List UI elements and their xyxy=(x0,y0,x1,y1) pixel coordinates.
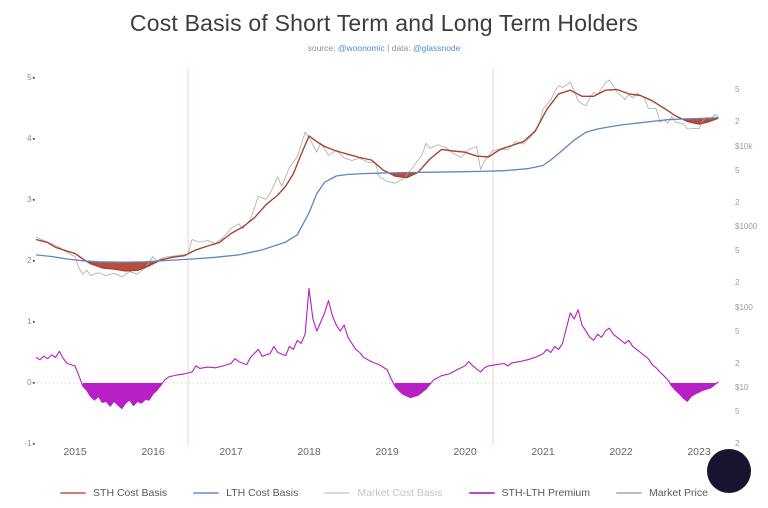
y-axis-right-tick: 2 xyxy=(735,197,740,207)
x-axis-tick: 2020 xyxy=(453,446,477,458)
data-handle-link[interactable]: @glassnode xyxy=(413,43,461,53)
chart-legend: STH Cost Basis LTH Cost Basis Market Cost … xyxy=(0,487,768,499)
series-market-price xyxy=(35,79,719,278)
legend-item-lth-cost-basis[interactable]: LTH Cost Basis xyxy=(193,487,298,499)
y-axis-left-tick: 3▪ xyxy=(27,195,35,204)
x-axis-tick: 2017 xyxy=(219,446,243,458)
source-handle-link[interactable]: @woonomic xyxy=(337,43,385,53)
y-axis-left-tick: 2▪ xyxy=(27,256,35,265)
y-axis-right-tick: 2 xyxy=(735,117,740,127)
square-glyph: ▪ xyxy=(32,75,35,82)
x-axis-tick: 2018 xyxy=(297,446,321,458)
y-axis-right-tick: 5 xyxy=(735,85,740,95)
square-glyph: ▪ xyxy=(32,319,35,326)
fill-region xyxy=(670,383,718,401)
y-axis-right-tick: 2 xyxy=(735,358,740,368)
square-glyph: ▪ xyxy=(32,136,35,143)
x-axis-tick: 2019 xyxy=(375,446,399,458)
legend-label: LTH Cost Basis xyxy=(226,487,299,499)
y-axis-left-tick: 5▪ xyxy=(27,73,35,82)
square-glyph: ▪ xyxy=(32,258,35,265)
source-separator: | xyxy=(387,43,390,53)
square-glyph: ▪ xyxy=(32,441,35,448)
y-axis-right-tick: 5 xyxy=(735,407,740,417)
source-line: source: @woonomic | data: @glassnode xyxy=(0,43,768,53)
y-axis-right-tick: $100 xyxy=(735,302,753,312)
legend-swatch xyxy=(324,492,351,494)
y-axis-right-tick: 2 xyxy=(735,278,740,288)
page-title: Cost Basis of Short Term and Long Term H… xyxy=(129,10,639,36)
series-sth-cost-basis xyxy=(35,88,719,272)
source-prefix: source: xyxy=(307,43,336,53)
y-axis-left-tick: 4▪ xyxy=(27,134,35,143)
square-glyph: ▪ xyxy=(32,380,35,387)
x-axis-tick: 2023 xyxy=(687,446,711,458)
x-axis-tick: 2015 xyxy=(63,446,87,458)
y-axis-left-tick: -1▪ xyxy=(24,439,35,448)
x-axis-tick: 2016 xyxy=(141,446,165,458)
legend-label: STH Cost Basis xyxy=(93,487,168,499)
logo-circle-icon xyxy=(707,449,751,493)
legend-item-market-cost-basis[interactable]: Market Cost Basis xyxy=(324,487,443,499)
series-sth-lth-premium xyxy=(35,287,719,410)
data-prefix: data: xyxy=(391,43,411,53)
legend-label: Market Cost Basis xyxy=(357,487,443,499)
legend-item-sth-lth-premium[interactable]: STH-LTH Premium xyxy=(468,487,591,499)
fill-region xyxy=(394,383,433,398)
legend-swatch xyxy=(60,492,87,494)
y-axis-right-tick: 2 xyxy=(735,439,740,449)
legend-item-market-price[interactable]: Market Price xyxy=(616,487,708,499)
legend-item-sth-cost-basis[interactable]: STH Cost Basis xyxy=(60,487,167,499)
legend-swatch xyxy=(616,492,643,494)
y-axis-right-tick: 5 xyxy=(735,246,740,256)
x-axis-tick: 2022 xyxy=(609,446,633,458)
y-axis-right-tick: $10k xyxy=(735,141,753,151)
series-lth-cost-basis xyxy=(35,117,719,263)
legend-label: Market Price xyxy=(649,487,708,499)
y-axis-right-tick: 5 xyxy=(735,326,740,336)
square-glyph: ▪ xyxy=(32,197,35,204)
fill-region xyxy=(390,172,419,178)
legend-swatch xyxy=(193,492,220,494)
y-axis-right-tick: 5 xyxy=(735,165,740,175)
x-axis-tick: 2021 xyxy=(531,446,555,458)
y-axis-left-tick: 0▪ xyxy=(27,378,35,387)
y-axis-right-tick: $10 xyxy=(735,383,749,392)
chart-header: Cost Basis of Short Term and Long Term H… xyxy=(0,10,768,53)
y-axis-left-tick: 1▪ xyxy=(27,317,35,326)
y-axis-right-tick: $1000 xyxy=(735,222,758,231)
legend-label: STH-LTH Premium xyxy=(501,487,591,499)
legend-swatch xyxy=(468,492,495,494)
